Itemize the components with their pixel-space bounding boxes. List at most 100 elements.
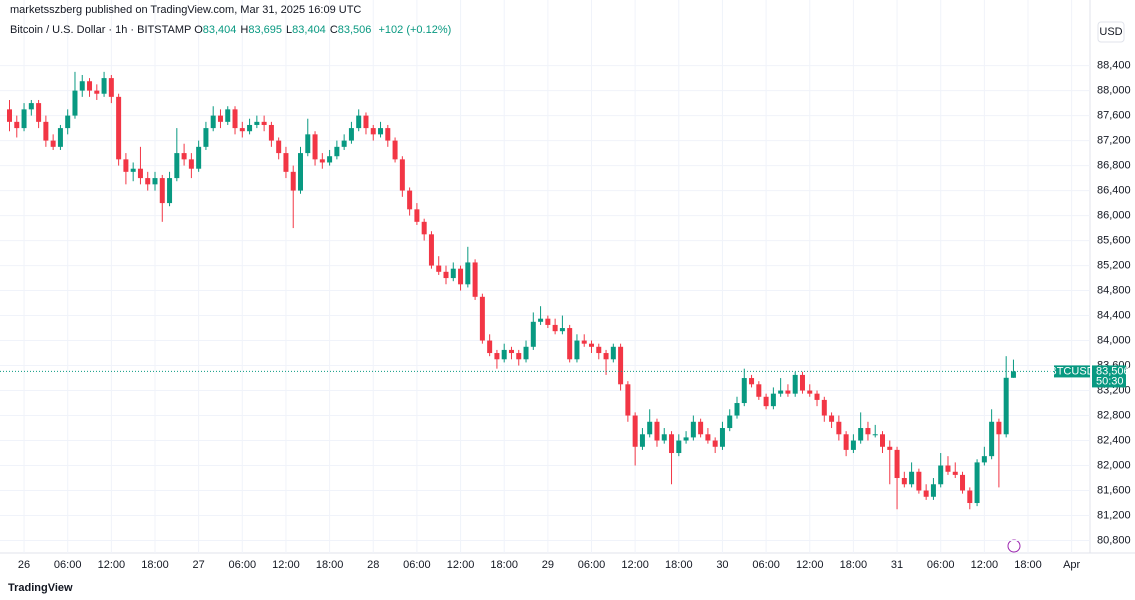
y-tick-label: 84,400 — [1097, 309, 1131, 321]
candle-body — [7, 109, 12, 122]
candle-body — [850, 440, 856, 450]
candle-body — [894, 449, 900, 479]
candle-body — [392, 140, 398, 160]
candle-body — [836, 421, 842, 435]
candle-body — [312, 134, 318, 160]
candle-body — [581, 340, 587, 344]
candle-body — [719, 428, 725, 447]
candle-body — [843, 434, 849, 450]
candle-body — [625, 384, 631, 416]
currency-box[interactable] — [1097, 21, 1125, 43]
candle-body — [290, 171, 296, 191]
ohlc-value: 83,404 — [202, 24, 237, 36]
candle-body — [217, 115, 223, 122]
candle-body — [952, 471, 958, 475]
candle-body — [414, 209, 420, 222]
candle-body — [545, 318, 551, 325]
y-tick-label: 87,600 — [1097, 110, 1131, 122]
candle-body — [734, 403, 740, 416]
candle-body — [203, 128, 209, 147]
candle-body — [741, 378, 747, 404]
candle-body — [65, 115, 71, 129]
ohlc-key: O — [194, 24, 203, 36]
y-tick-label: 85,200 — [1097, 259, 1131, 271]
footer-logo: TradingView — [8, 582, 73, 594]
price-tag-symbol-box — [1054, 365, 1090, 378]
candle-body — [930, 484, 936, 497]
candle-body — [72, 90, 78, 116]
x-tick-label: 18:00 — [840, 559, 868, 571]
candle-body — [465, 262, 471, 285]
price-tag-price: 83,506 — [1096, 365, 1130, 377]
y-tick-label: 86,800 — [1097, 159, 1131, 171]
candle-body — [167, 178, 173, 204]
candle-body — [516, 353, 522, 360]
x-tick-label: 12:00 — [272, 559, 300, 571]
candle-body — [763, 396, 769, 407]
x-tick-label: 18:00 — [1014, 559, 1042, 571]
candle-body — [756, 384, 762, 397]
candle-body — [639, 434, 645, 447]
candle-body — [14, 121, 20, 129]
candle-body — [589, 343, 594, 347]
x-tick-label: 06:00 — [752, 559, 780, 571]
candle-body — [989, 421, 995, 457]
candle-body — [43, 121, 49, 141]
candle-body — [334, 146, 340, 157]
candle-body — [137, 168, 143, 179]
ohlc-value: 83,404 — [292, 24, 326, 36]
event-icon[interactable] — [1007, 539, 1021, 553]
published: marketsszberg published on TradingView.c… — [10, 4, 362, 16]
candle-body — [268, 124, 274, 141]
currency[interactable]: USD — [1099, 26, 1122, 38]
candle-body — [116, 96, 122, 160]
candle-body — [574, 340, 580, 360]
candle-body — [341, 140, 347, 147]
candle-body — [327, 156, 333, 163]
candle-body — [363, 115, 369, 129]
candle-body — [770, 393, 776, 407]
candle-body — [938, 465, 944, 485]
x-tick-label: 26 — [18, 559, 30, 571]
y-tick-label: 85,600 — [1097, 234, 1131, 246]
candle-body — [101, 78, 107, 94]
candle-body — [225, 109, 231, 122]
x-tick-label: 18:00 — [141, 559, 169, 571]
change: +102 (+0.12%) — [378, 24, 452, 36]
candle-body — [508, 349, 514, 354]
ohlc-value: 83,506 — [337, 24, 372, 36]
candle-body — [188, 159, 194, 169]
candle-body — [923, 490, 929, 497]
candle-body — [196, 146, 202, 169]
y-tick-label: 82,400 — [1097, 434, 1131, 446]
x-tick-label: 06:00 — [578, 559, 606, 571]
price-tag-countdown: 50:30 — [1096, 375, 1124, 387]
ohlc-key: L — [286, 24, 293, 36]
x-tick-label: 30 — [716, 559, 728, 571]
candle-body — [960, 474, 966, 491]
candle-body — [428, 234, 434, 266]
candle-body — [610, 346, 616, 360]
candle-body — [654, 421, 660, 441]
candle-body — [298, 153, 303, 191]
candle-body — [567, 328, 573, 360]
candle-body — [683, 437, 689, 441]
candle-body — [123, 159, 129, 172]
candle-body — [865, 428, 871, 435]
candle-body — [1003, 377, 1009, 435]
candle-body — [261, 121, 267, 125]
candle-body — [974, 462, 980, 504]
candle-body — [981, 456, 987, 463]
x-tick-label: 12:00 — [447, 559, 475, 571]
price-tag-symbol: BTCUSD — [1049, 365, 1094, 377]
candle-body — [785, 390, 791, 394]
candle-body — [319, 159, 325, 163]
symbol: Bitcoin / U.S. Dollar · 1h · BITSTAMP — [10, 24, 192, 36]
candle-body — [669, 434, 675, 454]
candle-body — [821, 399, 827, 416]
candle-body — [79, 81, 85, 91]
candle-body — [399, 159, 405, 191]
candle-body — [283, 153, 289, 172]
candle-body — [538, 318, 544, 322]
